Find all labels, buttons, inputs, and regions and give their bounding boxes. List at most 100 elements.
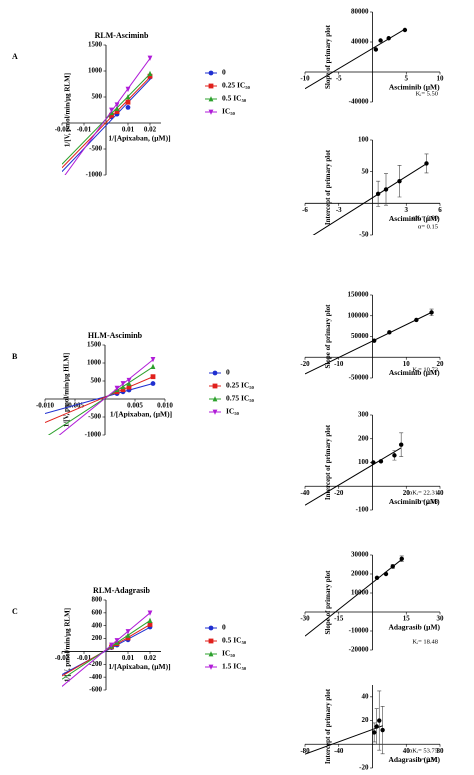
annotation: α= 2.08 <box>418 498 438 505</box>
data-point <box>414 317 419 323</box>
regression-line <box>62 76 151 169</box>
x-axis-label: Adagrasib (µM) <box>388 623 440 632</box>
legend-marker <box>212 409 218 415</box>
chart-title: RLM-Asciminb <box>95 31 149 40</box>
y-tick-label: -1000 <box>85 431 102 439</box>
x-tick-label: -10 <box>300 75 310 83</box>
legend-marker <box>208 96 214 102</box>
y-tick-label: 200 <box>358 434 369 442</box>
data-point <box>371 338 377 343</box>
legend-marker <box>212 383 218 389</box>
data-point <box>375 191 381 197</box>
y-tick-label: 600 <box>92 608 103 616</box>
y-tick-label: -600 <box>89 686 102 694</box>
y-tick-label: 50000 <box>351 332 369 340</box>
data-point <box>125 632 131 638</box>
legend-label: 0.5 IC₅₀ <box>222 636 247 645</box>
y-tick-label: 100 <box>358 458 369 466</box>
data-point <box>399 556 404 561</box>
data-point <box>147 73 153 79</box>
y-axis-label: Slope of primary plot <box>324 570 332 635</box>
data-point <box>150 374 156 380</box>
y-tick-label: 1500 <box>88 41 103 49</box>
data-point <box>114 385 120 392</box>
annotation: αKᵢ= 0.80 <box>412 214 438 221</box>
chart: -10 -5 5 10 -40000 40000 80000 Slope of primary… <box>300 8 444 106</box>
y-tick-label: 80000 <box>351 8 369 16</box>
annotation: Kᵢ= 10.73 <box>412 366 438 373</box>
legend-label: 0 <box>226 368 230 377</box>
chart-title: RLM-Adagrasib <box>93 586 150 595</box>
y-tick-label: 400 <box>92 621 103 629</box>
x-tick-label: 0.02 <box>144 126 157 134</box>
chart-title: HLM-Asciminb <box>88 331 143 340</box>
data-point <box>392 453 397 458</box>
data-point <box>126 377 132 384</box>
legend-marker <box>212 370 218 376</box>
regression-line <box>62 612 151 687</box>
data-point <box>126 384 132 390</box>
data-point <box>429 310 434 315</box>
data-point <box>114 105 120 111</box>
y-tick-label: 1000 <box>87 359 102 367</box>
data-point <box>377 718 382 723</box>
data-point <box>150 357 156 363</box>
legend-marker <box>208 664 214 670</box>
panel-label: A <box>12 52 18 61</box>
data-point <box>109 642 114 648</box>
x-tick-label: 30 <box>437 615 445 623</box>
data-point <box>125 99 131 105</box>
y-tick-label: -50 <box>359 231 369 239</box>
regression-line <box>305 447 402 506</box>
y-axis-label: Intercept of primary plot <box>324 149 332 225</box>
x-tick-label: 5 <box>405 75 409 83</box>
data-point <box>383 187 389 192</box>
legend-marker <box>208 638 214 644</box>
y-tick-label: 1000 <box>88 67 103 75</box>
x-axis-label: Asciminib (µM) <box>389 497 440 506</box>
annotation: α= 2.91 <box>418 756 438 763</box>
x-tick-label: -40 <box>300 489 310 497</box>
legend-label: 0.25 IC₅₀ <box>222 81 251 90</box>
panel-label: C <box>12 607 18 616</box>
legend-marker <box>208 83 214 89</box>
data-point <box>424 161 429 166</box>
y-tick-label: 20000 <box>351 570 369 578</box>
y-tick-label: 50 <box>362 167 370 175</box>
regression-line <box>62 626 151 675</box>
x-tick-label: -80 <box>300 747 310 755</box>
data-point <box>120 387 126 393</box>
chart: -0.02 -0.01 0.01 0.02 -600 -400 -200 200 400 600 8… <box>12 586 247 694</box>
legend-label: 0.25 IC₅₀ <box>226 381 255 390</box>
data-point <box>378 459 384 464</box>
y-tick-label: -100 <box>356 506 369 514</box>
x-tick-label: -0.010 <box>36 402 55 410</box>
data-point <box>402 27 408 33</box>
data-point <box>120 381 126 387</box>
legend-label: IC₅₀ <box>222 107 236 116</box>
x-tick-label: -40 <box>334 747 344 755</box>
legend-label: 0 <box>222 68 226 77</box>
regression-line <box>47 366 154 435</box>
chart: -20 -10 10 20 -50000 50000 100000 150000 Slope o… <box>300 291 444 382</box>
data-point <box>373 47 379 52</box>
x-axis-label: Asciminib (µM) <box>389 368 440 377</box>
regression-line <box>45 382 154 415</box>
x-tick-label: -15 <box>334 615 344 623</box>
x-tick-label: 0.02 <box>144 654 157 662</box>
x-tick-label: 0.01 <box>122 126 135 134</box>
regression-line <box>62 79 151 172</box>
x-tick-label: 10 <box>403 360 411 368</box>
regression-line <box>45 376 154 424</box>
panel-label: B <box>12 352 18 361</box>
annotation: α= 0.15 <box>418 223 438 230</box>
regression-line <box>305 311 432 375</box>
chart: -40 -20 20 40 -100 100 200 300 Intercept of prim… <box>300 411 444 514</box>
x-axis-label: Asciminib (µM) <box>389 83 440 92</box>
y-tick-label: 30000 <box>351 551 369 559</box>
data-point <box>147 70 153 76</box>
y-tick-label: 40000 <box>351 38 369 46</box>
annotation: Kᵢ= 5.50 <box>416 90 438 97</box>
x-tick-label: -20 <box>334 489 344 497</box>
